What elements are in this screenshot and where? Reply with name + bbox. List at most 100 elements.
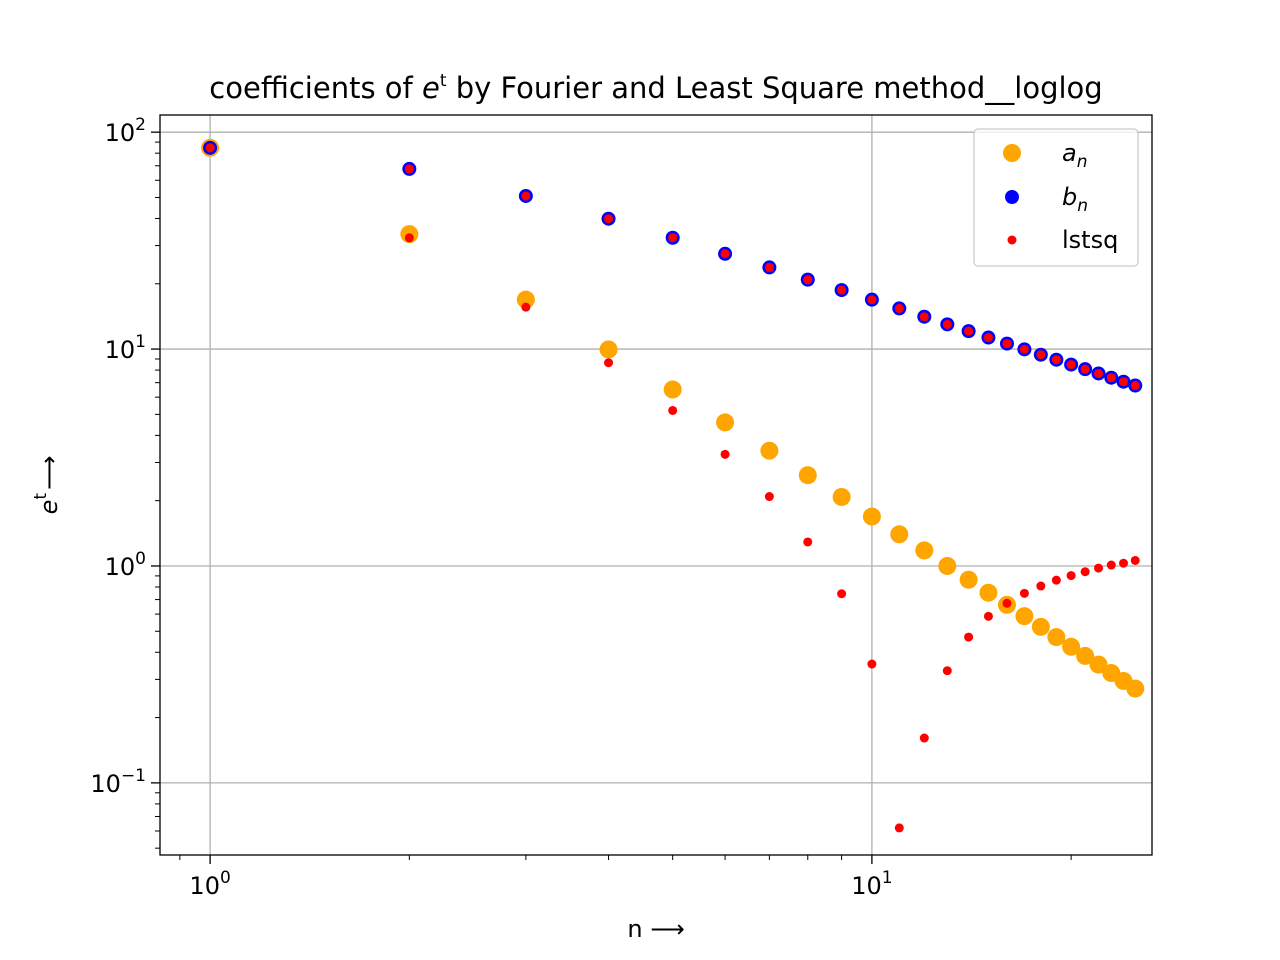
data-point-series-0	[798, 466, 817, 485]
data-point-series-2	[1080, 364, 1090, 374]
data-point-series-0	[1031, 617, 1050, 636]
y-axis-label: et ⟶	[31, 456, 63, 515]
data-point-series-0	[832, 487, 851, 506]
data-point-series-2	[521, 302, 531, 312]
data-point-series-2	[205, 143, 215, 153]
data-point-series-2	[942, 319, 952, 329]
data-point-series-0	[1089, 655, 1108, 674]
legend-b-n-sub: n	[1077, 196, 1088, 216]
x-tick-label: 100	[189, 868, 230, 900]
legend-box	[973, 128, 1139, 267]
data-point-series-2	[1066, 360, 1076, 370]
y-axis-label-text: et ⟶	[31, 456, 63, 515]
data-point-series-2	[964, 326, 974, 336]
data-point-series-2	[668, 405, 678, 415]
data-point-series-2	[1119, 377, 1129, 387]
data-point-series-2	[404, 233, 414, 243]
title-prefix: coefficients of	[209, 71, 422, 105]
legend: an bn lstsq	[973, 128, 1139, 267]
plot-frame	[159, 114, 1153, 856]
y-tick-label: 101	[105, 332, 146, 364]
y-axis-label-base: e	[35, 500, 63, 515]
y-tick-label: 10−1	[90, 766, 146, 798]
data-point-series-2	[983, 333, 993, 343]
data-point-series-2	[720, 449, 730, 459]
data-point-series-2	[867, 659, 877, 669]
data-point-series-2	[1106, 560, 1116, 570]
legend-label-lstsq: lstsq	[1062, 226, 1118, 254]
legend-label-b-n: bn	[1062, 183, 1088, 216]
data-point-series-2	[894, 823, 904, 833]
data-point-series-2	[604, 214, 614, 224]
y-tick-label: 100	[105, 549, 146, 581]
y-axis-label-arrow: ⟶	[35, 456, 63, 490]
data-point-series-2	[1051, 355, 1061, 365]
data-point-series-0	[938, 556, 957, 575]
data-point-series-2	[720, 249, 730, 259]
data-point-series-2	[867, 295, 877, 305]
data-point-series-0	[890, 525, 909, 544]
x-axis-label: n ⟶	[627, 915, 684, 943]
data-point-series-2	[983, 611, 993, 621]
y-tick-label-exp: 0	[135, 549, 146, 569]
y-tick-label-base: 10	[105, 119, 136, 147]
legend-a-n-sub: n	[1077, 152, 1088, 172]
x-tick-label-base: 10	[189, 872, 220, 900]
data-point-series-0	[959, 570, 978, 589]
data-point-series-2	[803, 537, 813, 547]
data-point-series-2	[964, 632, 974, 642]
y-tick-label: 102	[105, 115, 146, 147]
data-point-series-2	[803, 275, 813, 285]
data-point-series-2	[1036, 581, 1046, 591]
data-point-series-2	[404, 164, 414, 174]
data-point-series-2	[1080, 567, 1090, 577]
data-point-series-0	[1062, 637, 1081, 656]
data-point-series-0	[1047, 628, 1066, 647]
data-point-series-2	[1051, 575, 1061, 585]
data-point-series-0	[663, 380, 682, 399]
data-point-series-2	[1130, 381, 1140, 391]
title-suffix: by Fourier and Least Square method__logl…	[446, 71, 1102, 105]
data-point-series-2	[1106, 373, 1116, 383]
data-point-series-0	[716, 413, 735, 432]
x-tick-label-exp: 1	[882, 868, 893, 888]
x-tick-label: 101	[851, 868, 892, 900]
legend-marker-lstsq	[1007, 235, 1017, 245]
data-point-series-2	[942, 666, 952, 676]
data-point-series-2	[1019, 344, 1029, 354]
y-axis-label-sup: t	[31, 493, 51, 500]
data-point-series-2	[1019, 588, 1029, 598]
data-point-series-0	[516, 290, 535, 309]
data-point-series-2	[764, 262, 774, 272]
legend-marker-b-n	[1005, 190, 1019, 204]
data-point-series-0	[862, 507, 881, 526]
chart-title: coefficients of et by Fourier and Least …	[209, 71, 1102, 105]
data-point-series-0	[760, 441, 779, 460]
y-tick-label-base: 10	[90, 770, 121, 798]
data-point-series-2	[1036, 350, 1046, 360]
legend-b-n-base: b	[1062, 183, 1077, 211]
data-point-series-0	[1015, 607, 1034, 626]
title-math-base: e	[422, 71, 440, 105]
legend-marker-a-n	[1003, 144, 1021, 162]
data-point-series-2	[1119, 558, 1129, 568]
data-point-series-0	[599, 340, 618, 359]
data-point-series-2	[668, 233, 678, 243]
data-point-series-2	[764, 492, 774, 502]
title-math-sup: t	[440, 71, 447, 91]
data-point-series-2	[919, 733, 929, 743]
data-point-series-2	[1094, 368, 1104, 378]
legend-label-a-n: an	[1062, 139, 1088, 172]
data-point-series-2	[521, 191, 531, 201]
data-point-series-2	[837, 589, 847, 599]
data-point-series-0	[979, 583, 998, 602]
y-tick-label-base: 10	[105, 553, 136, 581]
data-point-series-0	[1126, 679, 1145, 698]
data-point-series-2	[1002, 598, 1012, 608]
data-point-series-2	[837, 285, 847, 295]
legend-a-n-base: a	[1062, 139, 1077, 167]
data-point-series-2	[1002, 339, 1012, 349]
data-point-series-2	[1066, 571, 1076, 581]
